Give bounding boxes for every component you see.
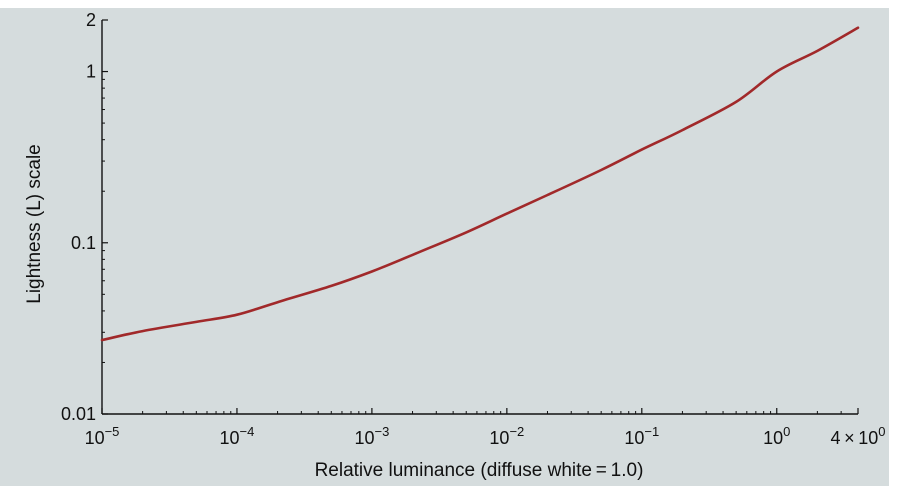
x-tick-label: 10−5: [85, 424, 120, 448]
x-axis-label: Relative luminance (diffuse white = 1.0): [315, 460, 644, 481]
y-tick-label: 0.01: [61, 404, 96, 424]
lightness-curve: [100, 26, 860, 342]
x-tick-label: 4 × 100: [831, 424, 886, 448]
y-tick-label: 0.1: [71, 233, 96, 253]
y-tick-label: 1: [86, 62, 96, 82]
y-axis-label: Lightness (L) scale: [24, 144, 45, 303]
x-tick-label: 10−2: [489, 424, 524, 448]
plot-background: [0, 8, 889, 486]
x-tick-label: 10−3: [354, 424, 389, 448]
x-tick-label: 10−1: [624, 424, 659, 448]
x-tick-labels: 10−5 10−4 10−3 10−2 10−1 100 4 × 100: [85, 424, 886, 448]
x-tick-label: 100: [763, 424, 790, 448]
y-tick-labels: 0.01 0.1 1 2: [61, 10, 96, 424]
x-tick-label: 10−4: [220, 424, 255, 448]
y-tick-label: 2: [86, 10, 96, 30]
lightness-chart: 0.01 0.1 1 2 10−5 10−4 10−3 10−2 10−1 100 4 × 100…: [0, 8, 889, 486]
chart-panel: 0.01 0.1 1 2 10−5 10−4 10−3 10−2 10−1 100 4 × 100…: [0, 8, 889, 486]
